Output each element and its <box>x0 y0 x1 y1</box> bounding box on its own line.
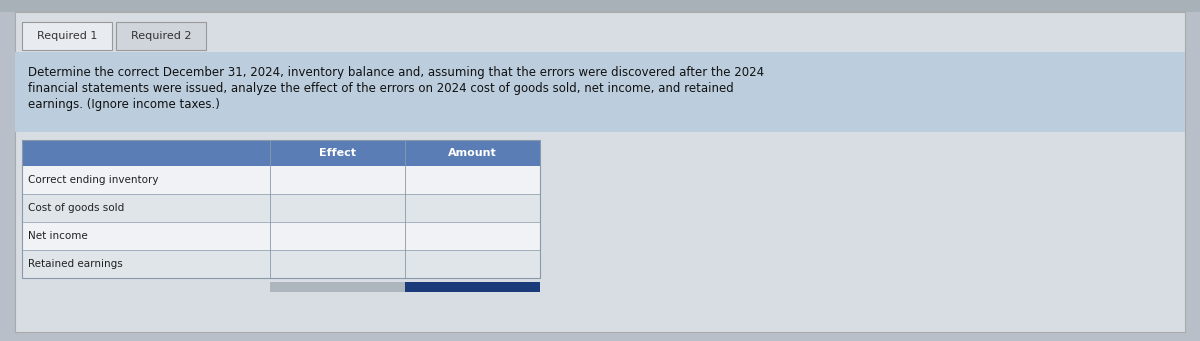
Bar <box>116 22 206 50</box>
Bar <box>406 282 540 292</box>
Text: Required 1: Required 1 <box>37 31 97 41</box>
Text: Amount: Amount <box>448 148 497 158</box>
Text: Net income: Net income <box>28 231 88 241</box>
Text: Correct ending inventory: Correct ending inventory <box>28 175 158 185</box>
Bar <box>270 282 406 292</box>
Text: Required 2: Required 2 <box>131 31 191 41</box>
Bar <box>22 194 540 222</box>
Bar <box>0 0 1200 12</box>
Text: earnings. (Ignore income taxes.): earnings. (Ignore income taxes.) <box>28 98 220 111</box>
Bar <box>22 250 540 278</box>
Text: Cost of goods sold: Cost of goods sold <box>28 203 125 213</box>
Text: financial statements were issued, analyze the effect of the errors on 2024 cost : financial statements were issued, analyz… <box>28 82 733 95</box>
Bar <box>22 140 540 278</box>
Text: Determine the correct December 31, 2024, inventory balance and, assuming that th: Determine the correct December 31, 2024,… <box>28 66 764 79</box>
Bar <box>22 140 540 166</box>
Bar <box>14 52 1186 132</box>
Text: Effect: Effect <box>319 148 356 158</box>
Text: Retained earnings: Retained earnings <box>28 259 122 269</box>
Bar <box>22 222 540 250</box>
Bar <box>22 22 112 50</box>
Bar <box>22 166 540 194</box>
